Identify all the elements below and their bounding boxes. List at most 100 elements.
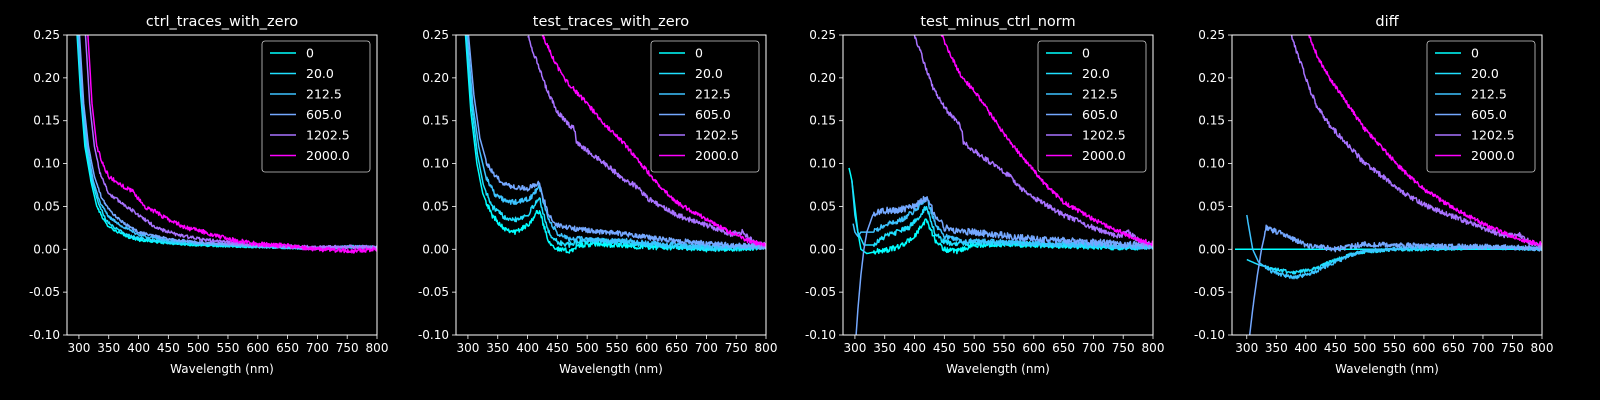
y-tick-label: -0.05 (805, 285, 836, 299)
legend-label: 0 (695, 46, 703, 61)
legend-label: 20.0 (306, 66, 334, 81)
legend-label: 212.5 (306, 87, 342, 102)
y-tick-label: -0.10 (418, 328, 449, 342)
y-tick-label: 0.25 (422, 28, 449, 42)
axes-frame (66, 34, 378, 336)
chart-title: test_traces_with_zero (533, 14, 690, 30)
x-tick-label: 800 (755, 341, 778, 355)
chart-panel-4: diff -0.10 -0.05 0.00 0.05 0.10 0.15 0.20 0.25 30… (1194, 14, 1554, 376)
legend-label: 605.0 (695, 107, 731, 122)
x-tick-label: 750 (1501, 341, 1524, 355)
legend-label: 212.5 (695, 87, 731, 102)
legend: 0 20.0 212.5 605.0 1202.5 2000.0 (1426, 40, 1536, 173)
x-tick-label: 500 (1353, 341, 1376, 355)
panels: ctrl_traces_with_zero -0.10 -0.05 0.00 0.05 0… (29, 14, 1554, 376)
y-tick-label: 0.25 (1198, 28, 1225, 42)
x-tick-label: 500 (963, 341, 986, 355)
x-tick-label: 650 (665, 341, 688, 355)
x-tick-label: 800 (1531, 341, 1554, 355)
series-line-2000_0 (87, 35, 377, 254)
x-tick-label: 600 (1022, 341, 1045, 355)
series-line-2000_0 (940, 35, 1153, 246)
y-tick-label: 0.20 (1198, 71, 1225, 85)
x-tick-label: 800 (366, 341, 389, 355)
x-tick-label: 400 (1294, 341, 1317, 355)
y-tick-label: 0.00 (809, 242, 836, 256)
x-tick-label: 700 (1082, 341, 1105, 355)
legend-label: 605.0 (1082, 107, 1118, 122)
y-tick-label: -0.05 (29, 285, 60, 299)
legend-label: 2000.0 (1082, 148, 1126, 163)
series-line-1202_5 (527, 35, 766, 248)
y-tick-label: 0.25 (33, 28, 60, 42)
legend-label: 0 (1471, 46, 1479, 61)
chart-panel-1: ctrl_traces_with_zero -0.10 -0.05 0.00 0.05 0… (29, 14, 389, 376)
y-tick-label: -0.05 (1194, 285, 1225, 299)
plot-area (848, 35, 1153, 335)
y-tick-label: 0.05 (1198, 199, 1225, 213)
x-tick-label: 300 (456, 341, 479, 355)
x-tick-label: 550 (993, 341, 1016, 355)
legend-label: 20.0 (695, 66, 723, 81)
x-tick-label: 700 (1471, 341, 1494, 355)
x-tick-label: 650 (1052, 341, 1075, 355)
y-tick-label: 0.10 (1198, 157, 1225, 171)
plot-area (1234, 35, 1542, 335)
x-tick-label: 550 (606, 341, 629, 355)
x-tick-label: 350 (873, 341, 896, 355)
legend-label: 2000.0 (1471, 148, 1515, 163)
chart-panel-3: test_minus_ctrl_norm -0.10 -0.05 0.00 0.05 0.… (805, 14, 1165, 376)
legend-label: 1202.5 (1471, 128, 1515, 143)
x-tick-label: 650 (1442, 341, 1465, 355)
chart-panel-2: test_traces_with_zero -0.10 -0.05 0.00 0.05 0… (418, 14, 778, 376)
legend-label: 20.0 (1471, 66, 1499, 81)
legend-label: 1202.5 (1082, 128, 1126, 143)
y-tick-label: -0.10 (1194, 328, 1225, 342)
y-tick-label: 0.05 (809, 199, 836, 213)
x-tick-label: 700 (695, 341, 718, 355)
y-tick-label: 0.15 (809, 114, 836, 128)
x-tick-label: 450 (157, 341, 180, 355)
y-tick-label: -0.10 (29, 328, 60, 342)
series-line-1202_5 (84, 35, 377, 250)
x-tick-label: 400 (516, 341, 539, 355)
legend-label: 1202.5 (306, 128, 350, 143)
series-line-1202_5 (913, 35, 1153, 248)
axes-frame (455, 34, 767, 336)
x-tick-label: 700 (306, 341, 329, 355)
x-tick-label: 500 (576, 341, 599, 355)
x-tick-label: 550 (1383, 341, 1406, 355)
axes-frame (1231, 34, 1543, 336)
legend-label: 0 (306, 46, 314, 61)
legend: 0 20.0 212.5 605.0 1202.5 2000.0 (1037, 40, 1147, 173)
y-tick-label: 0.25 (809, 28, 836, 42)
y-tick-label: 0.20 (809, 71, 836, 85)
x-tick-label: 600 (635, 341, 658, 355)
x-tick-label: 450 (546, 341, 569, 355)
series-line-212_5 (466, 35, 766, 251)
x-tick-label: 600 (246, 341, 269, 355)
legend-label: 2000.0 (306, 148, 350, 163)
series-line-2000_0 (541, 35, 766, 247)
legend-label: 212.5 (1082, 87, 1118, 102)
x-tick-label: 550 (217, 341, 240, 355)
y-tick-label: 0.10 (809, 157, 836, 171)
y-tick-label: 0.00 (422, 242, 449, 256)
x-tick-label: 400 (127, 341, 150, 355)
x-tick-label: 400 (903, 341, 926, 355)
legend: 0 20.0 212.5 605.0 1202.5 2000.0 (650, 40, 760, 173)
y-tick-label: 0.00 (33, 242, 60, 256)
legend: 0 20.0 212.5 605.0 1202.5 2000.0 (261, 40, 371, 173)
x-tick-label: 350 (486, 341, 509, 355)
y-tick-label: 0.15 (422, 114, 449, 128)
x-axis-label: Wavelength (nm) (559, 362, 663, 376)
chart-title: diff (1375, 14, 1399, 30)
legend-label: 605.0 (306, 107, 342, 122)
x-tick-label: 450 (933, 341, 956, 355)
x-tick-label: 350 (1265, 341, 1288, 355)
x-tick-label: 600 (1412, 341, 1435, 355)
y-tick-label: 0.10 (422, 157, 449, 171)
y-tick-label: 0.10 (33, 157, 60, 171)
